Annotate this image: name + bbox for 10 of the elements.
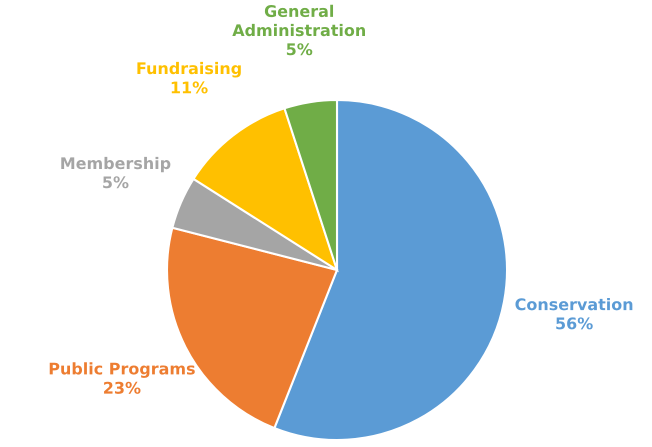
slice-label: Membership	[61, 156, 170, 172]
slice-label: Public Programs	[50, 362, 195, 378]
data-label: 5%	[286, 43, 312, 56]
data-label: 11%	[172, 81, 208, 94]
data-label: 56%	[556, 317, 593, 330]
data-label: 23%	[104, 382, 141, 394]
slice-label: General Administration	[232, 4, 365, 36]
data-label: 5%	[103, 176, 129, 188]
slice-label: Fundraising	[137, 62, 241, 78]
slice-label: Conservation	[515, 298, 632, 310]
